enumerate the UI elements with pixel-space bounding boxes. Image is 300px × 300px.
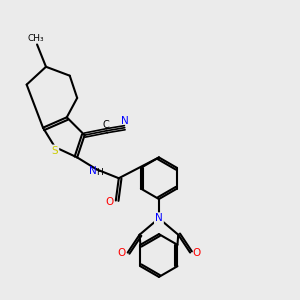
Text: S: S — [52, 146, 58, 156]
Text: N: N — [89, 166, 97, 176]
Text: O: O — [117, 248, 125, 257]
Text: CH₃: CH₃ — [27, 34, 44, 43]
Text: H: H — [96, 168, 103, 177]
Text: N: N — [121, 116, 129, 126]
Text: N: N — [155, 213, 163, 224]
Text: O: O — [105, 197, 113, 207]
Text: C: C — [102, 120, 109, 130]
Text: O: O — [193, 248, 201, 257]
